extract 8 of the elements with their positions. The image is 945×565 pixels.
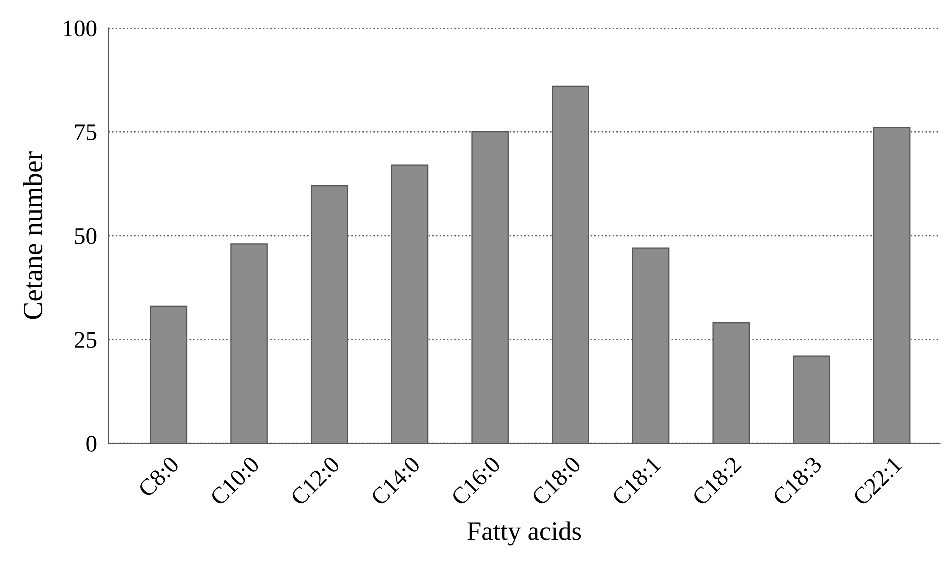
y-tick-label: 50 — [75, 228, 97, 244]
y-tick-label: 0 — [86, 436, 97, 452]
y-axis-title: Cetane number — [23, 152, 43, 320]
y-tick-label: 75 — [76, 124, 97, 140]
x-tick-label: C8:0 — [138, 456, 180, 498]
y-tick-label: 25 — [74, 332, 97, 348]
x-axis-title: Fatty acids — [468, 522, 582, 546]
y-tick-label: 100 — [64, 20, 97, 37]
